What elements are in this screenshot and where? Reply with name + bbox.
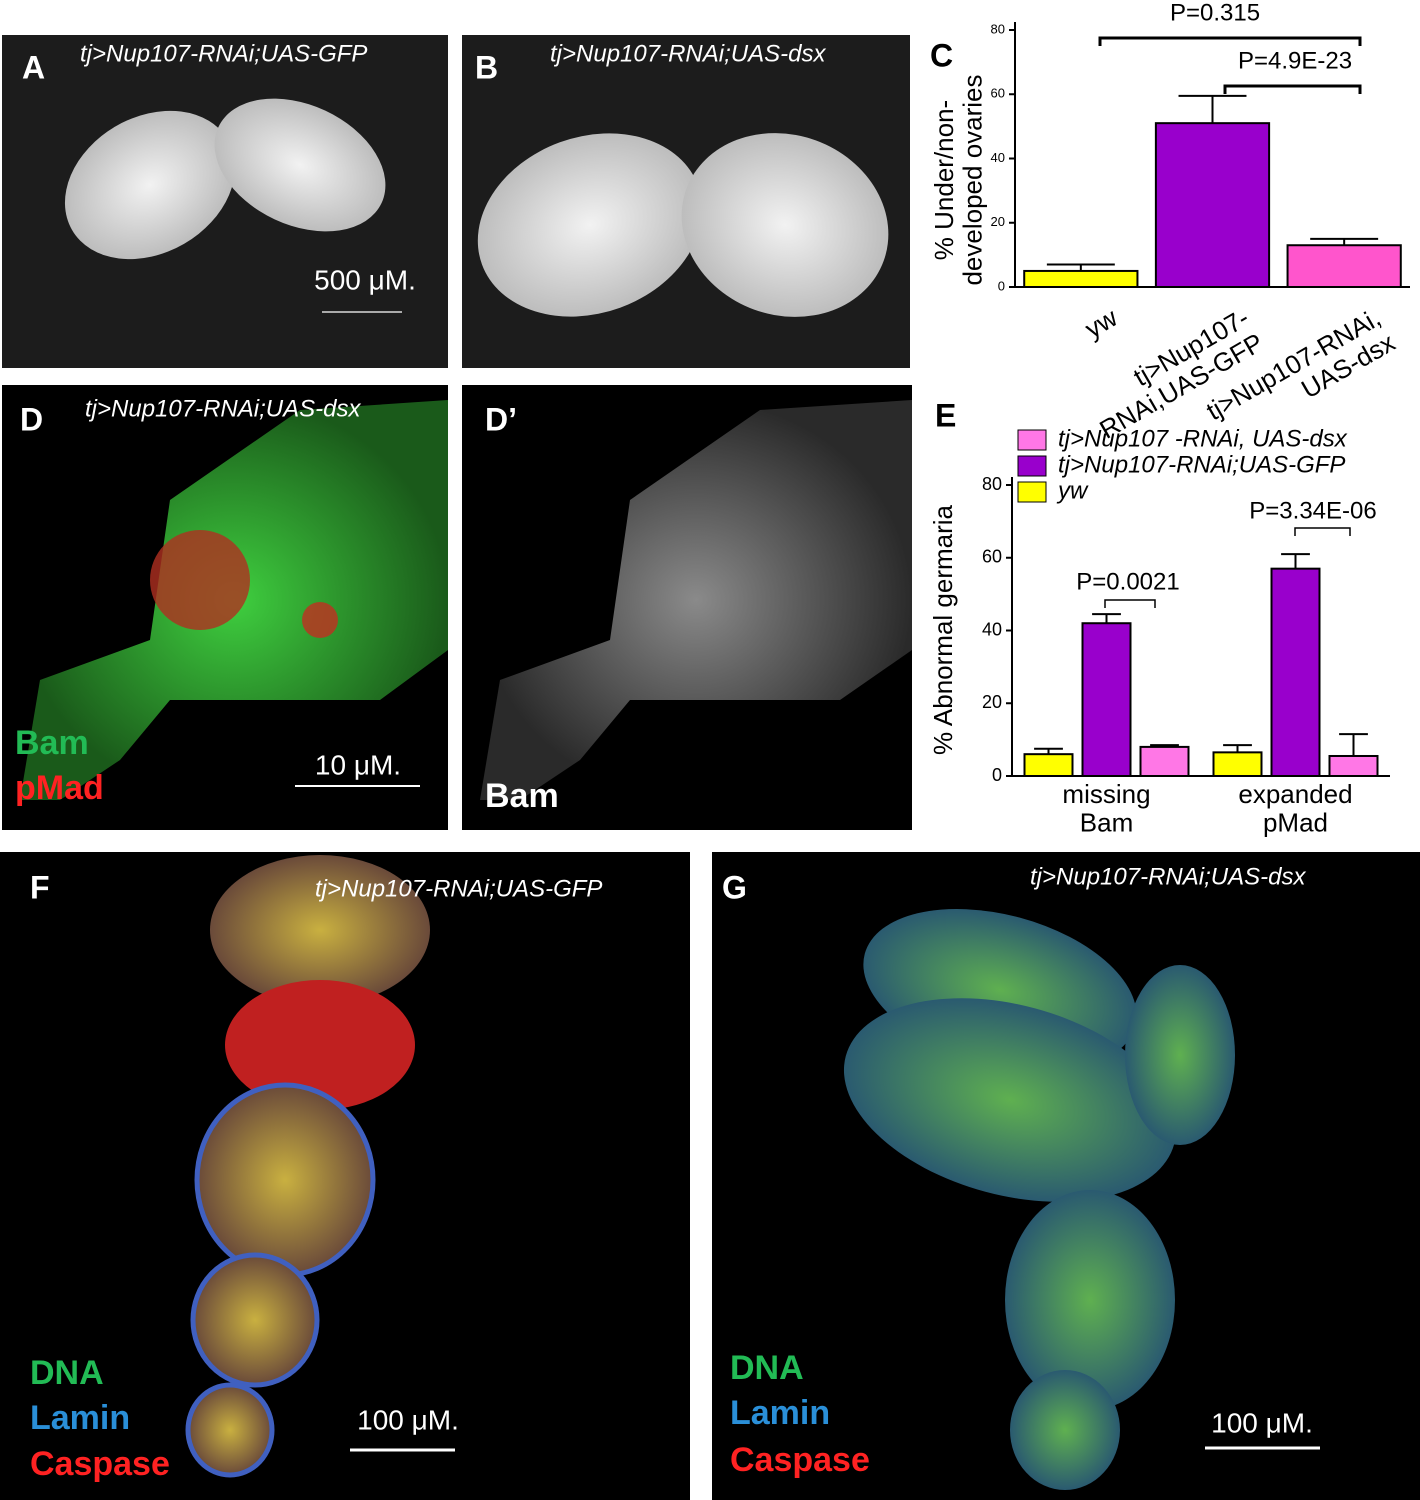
- bracket: [1294, 527, 1351, 536]
- error-bar: [1092, 613, 1121, 624]
- stain-label: Lamin: [730, 1394, 830, 1432]
- panel-title: tj>Nup107-RNAi;UAS-GFP: [315, 875, 602, 902]
- ovary: [681, 133, 889, 317]
- stain-label: Bam: [485, 777, 559, 815]
- y-axis-label: % Under/non-developed ovaries: [929, 74, 988, 285]
- y-tick-label: 20: [991, 214, 1005, 229]
- bar: [1023, 269, 1139, 288]
- legend-swatch: [1017, 481, 1047, 503]
- bar: [1154, 122, 1271, 288]
- scale-label: 100 μM.: [357, 1404, 459, 1435]
- nucleus: [302, 602, 338, 638]
- axis: [1014, 22, 1410, 288]
- bar: [1328, 754, 1379, 778]
- bar: [1023, 753, 1074, 777]
- stain-label: pMad: [15, 769, 104, 807]
- nucleus: [150, 530, 250, 630]
- stain-label: Lamin: [30, 1399, 130, 1437]
- panel-title: tj>Nup107-RNAi;UAS-dsx: [550, 40, 826, 67]
- scale-label: 10 μM.: [315, 749, 401, 780]
- panel-b: B tj>Nup107-RNAi;UAS-dsx: [462, 35, 910, 368]
- p-value: P=4.9E-23: [1238, 47, 1352, 74]
- error-bar: [1310, 237, 1379, 246]
- egg-chamber: [1125, 965, 1235, 1145]
- x-tick-label: expanded pMad: [1238, 779, 1352, 838]
- y-tick-label: 80: [982, 474, 1002, 494]
- p-value: P=0.0021: [1076, 568, 1179, 595]
- y-axis-label: % Abnormal germaria: [928, 504, 958, 755]
- legend-swatch: [1017, 455, 1047, 477]
- legend-label: tj>Nup107-RNAi;UAS-GFP: [1058, 451, 1345, 478]
- egg-chamber: [210, 855, 430, 1005]
- y-tick-label: 60: [982, 547, 1002, 567]
- panel-d-prime: D’ Bam: [462, 385, 912, 830]
- egg-chamber: [190, 1252, 320, 1388]
- egg-chamber: [194, 1082, 376, 1278]
- panel-f: F tj>Nup107-RNAi;UAS-GFP DNA Lamin Caspa…: [0, 852, 690, 1500]
- y-tick-label: 40: [982, 619, 1002, 639]
- egg-chamber: [1010, 1370, 1120, 1490]
- bracket: [1104, 599, 1156, 608]
- panel-label: F: [30, 869, 50, 905]
- bar: [1139, 745, 1190, 778]
- germarium: [480, 400, 912, 800]
- y-tick-label: 0: [992, 765, 1002, 785]
- scale-label: 100 μM.: [1211, 1407, 1313, 1438]
- egg-chamber: [225, 980, 415, 1110]
- error-bar: [1339, 733, 1368, 756]
- chart-label: E: [935, 397, 956, 433]
- chart-label: C: [930, 37, 953, 73]
- bar: [1270, 567, 1321, 777]
- y-tick-label: 20: [982, 692, 1002, 712]
- error-bar: [1281, 553, 1310, 569]
- stain-label: Caspase: [730, 1441, 870, 1479]
- panel-title: tj>Nup107-RNAi;UAS-GFP: [80, 40, 367, 67]
- scale-label: 500 μM.: [314, 264, 416, 295]
- bracket: [1223, 84, 1362, 94]
- panel-label: D: [20, 401, 43, 437]
- error-bar: [1223, 744, 1252, 753]
- egg-chamber: [185, 1382, 275, 1478]
- x-tick-label: yw: [1080, 302, 1123, 344]
- stain-label: DNA: [730, 1349, 804, 1387]
- panel-d: D tj>Nup107-RNAi;UAS-dsx Bam pMad 10 μM.: [2, 385, 448, 830]
- panel-label: A: [22, 49, 45, 85]
- stain-label: Bam: [15, 724, 89, 762]
- stain-label: Caspase: [30, 1445, 170, 1483]
- panel-title: tj>Nup107-RNAi;UAS-dsx: [1030, 863, 1306, 890]
- x-tick-label: missing Bam: [1062, 779, 1150, 838]
- panel-a: A tj>Nup107-RNAi;UAS-GFP 500 μM.: [2, 35, 448, 368]
- bar: [1081, 622, 1132, 777]
- p-value: P=0.315: [1170, 0, 1260, 26]
- egg-chamber: [1005, 1190, 1175, 1410]
- panel-label: D’: [485, 401, 517, 437]
- y-tick-label: 40: [991, 150, 1005, 165]
- stain-label: DNA: [30, 1354, 104, 1392]
- error-bar: [1150, 744, 1179, 747]
- error-bar: [1178, 94, 1247, 124]
- axis: [1011, 477, 1390, 777]
- error-bar: [1034, 747, 1063, 755]
- y-tick-label: 80: [991, 21, 1005, 36]
- ovary: [64, 110, 236, 260]
- y-tick-label: 60: [991, 86, 1005, 101]
- legend-label: tj>Nup107 -RNAi, UAS-dsx: [1058, 425, 1348, 452]
- bracket: [1098, 36, 1362, 46]
- panel-label: B: [475, 49, 498, 85]
- bar: [1286, 244, 1402, 289]
- legend-swatch: [1017, 429, 1047, 451]
- panel-label: G: [722, 869, 747, 905]
- ovary: [477, 133, 703, 317]
- bar: [1212, 751, 1263, 778]
- p-value: P=3.34E-06: [1249, 497, 1376, 524]
- y-tick-label: 0: [998, 278, 1005, 293]
- error-bar: [1046, 263, 1115, 271]
- panel-g: G tj>Nup107-RNAi;UAS-dsx DNA Lamin Caspa…: [712, 852, 1420, 1500]
- egg-chamber: [843, 998, 1177, 1202]
- legend-label: yw: [1056, 477, 1089, 504]
- ovary: [214, 98, 386, 232]
- panel-title: tj>Nup107-RNAi;UAS-dsx: [85, 395, 361, 422]
- charts: C 0 20 40 60 80 % Under/non-developed ovaries y…: [928, 0, 1410, 837]
